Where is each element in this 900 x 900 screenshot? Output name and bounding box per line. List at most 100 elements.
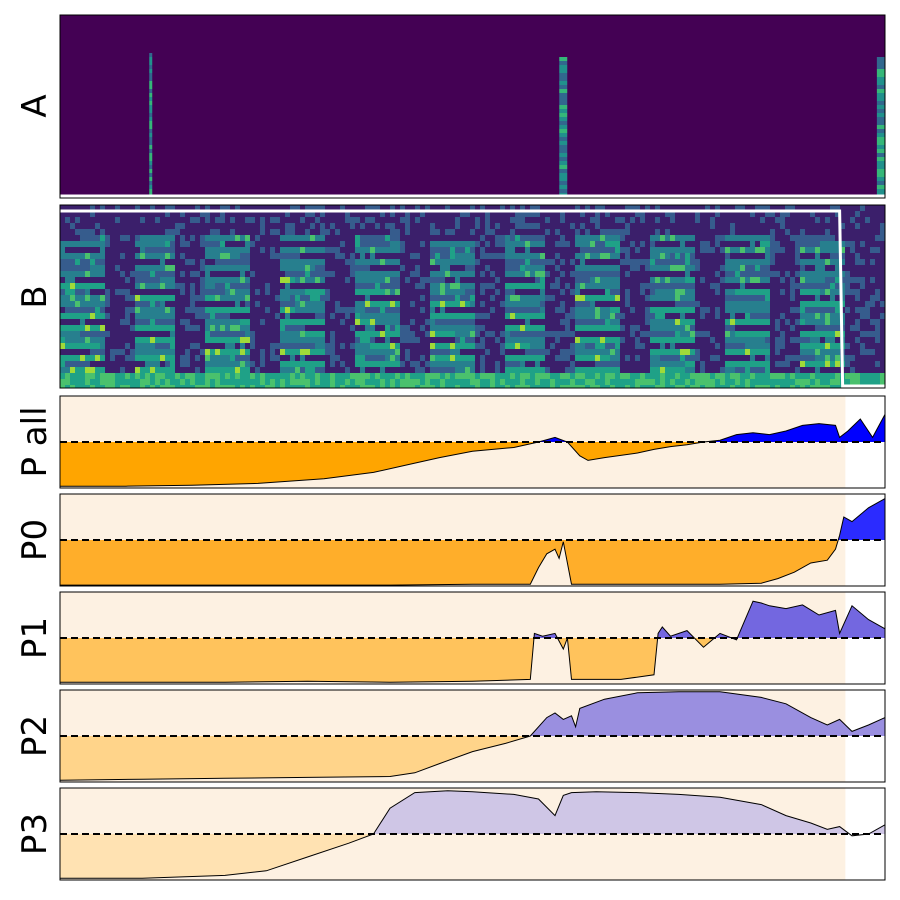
spectrogram-cell [400,241,405,247]
spectrogram-cell [430,271,435,277]
spectrogram-cell [300,247,305,253]
spectrogram-cell [135,277,140,283]
spectrogram-cell [285,295,290,301]
spectrogram-cell [105,331,110,337]
spectrogram-cell [465,367,470,373]
spectrogram-cell [575,295,580,301]
spectrogram-cell [70,343,75,349]
spectrogram-cell [830,295,835,301]
spectrogram-cell [815,217,820,223]
spectrogram-cell [350,307,355,313]
spectrogram-cell [650,379,655,385]
spectrogram-cell [435,259,440,265]
spectrogram-cell [485,241,490,247]
spectrogram-cell [150,247,155,253]
spectrogram-cell [460,355,465,361]
spectrogram-cell [205,349,210,355]
spectrogram-cell [610,277,615,283]
spectrogram-cell [740,235,745,241]
spectrogram-cell [585,247,590,253]
spectrogram-cell [260,349,265,355]
spectrogram-cell [90,301,95,307]
spectrogram-cell [780,277,785,283]
spectrogram-cell [675,367,680,373]
spectrogram-cell [695,301,700,307]
spectrogram-cell [210,265,215,271]
spectrogram-cell [655,337,660,343]
spectrogram-cell [350,223,355,229]
spectrogram-cell [530,355,535,361]
spectrogram-cell [510,295,515,301]
spectrogram-cell [745,319,750,325]
spectrogram-cell [605,325,610,331]
spectrogram-cell [400,247,405,253]
spectrogram-cell [380,241,385,247]
spectrogram-cell [410,379,415,385]
spectrogram-cell [615,313,620,319]
spectrogram-cell [320,289,325,295]
spectrogram-cell [765,301,770,307]
spectrogram-cell [730,379,735,385]
spectrogram-cell [545,331,550,337]
spectrogram-cell [820,283,825,289]
spectrogram-cell [470,289,475,295]
spectrogram-cell [325,229,330,235]
spectrogram-cell [155,355,160,361]
spectrogram-cell [570,361,575,367]
spectrogram-cell [690,337,695,343]
spectrogram-cell [605,367,610,373]
spectrogram-cell [565,241,570,247]
spectrogram-background [60,15,885,198]
spectrogram-cell [290,295,295,301]
spectrogram-cell [825,319,830,325]
spectrogram-cell [65,313,70,319]
spectrogram-cell [450,325,455,331]
spectrogram-cell [100,349,105,355]
spectrogram-cell [460,313,465,319]
spectrogram-cell [670,325,675,331]
spectrogram-cell [185,325,190,331]
spectrogram-cell [375,361,380,367]
spectrogram-cell [170,235,175,241]
spectrogram-cell [795,259,800,265]
spectrogram-cell [740,259,745,265]
spectrogram-cell [515,379,520,385]
spectrogram-cell [725,343,730,349]
spectrogram-cell [340,373,345,379]
spectrogram-cell [830,361,835,367]
spectrogram-cell [750,373,755,379]
spectrogram-cell [690,253,695,259]
spectrogram-cell [135,241,140,247]
spectrogram-cell [470,373,475,379]
spectrogram-cell [415,361,420,367]
spectrogram-cell [520,253,525,259]
spectrogram-cell [620,325,625,331]
spectrogram-cell [615,379,620,385]
spectrogram-cell [300,235,305,241]
spectrogram-cell [530,241,535,247]
spectrogram-cell [540,265,545,271]
spectrogram-cell [535,295,540,301]
spectrogram-cell [440,355,445,361]
spectrogram-cell [600,343,605,349]
spectrogram-cell [135,325,140,331]
spectrogram-cell [785,229,790,235]
spectrogram-cell [605,235,610,241]
spectrogram-cell [555,283,560,289]
spectrogram-cell [690,283,695,289]
spectrogram-cell [590,355,595,361]
spectrogram-cell [190,301,195,307]
spectrogram-cell [100,241,105,247]
spectrogram-cell [360,373,365,379]
spectrogram-cell [240,355,245,361]
spectrogram-cell [290,289,295,295]
spectrogram-cell [370,373,375,379]
spectrogram-cell [525,307,530,313]
spectrogram-cell [605,277,610,283]
spectrogram-cell [265,379,270,385]
spectrogram-cell [485,217,490,223]
spectrogram-cell [680,349,685,355]
spectrogram-cell [85,361,90,367]
spectrogram-cell [220,217,225,223]
spectrogram-cell [120,271,125,277]
